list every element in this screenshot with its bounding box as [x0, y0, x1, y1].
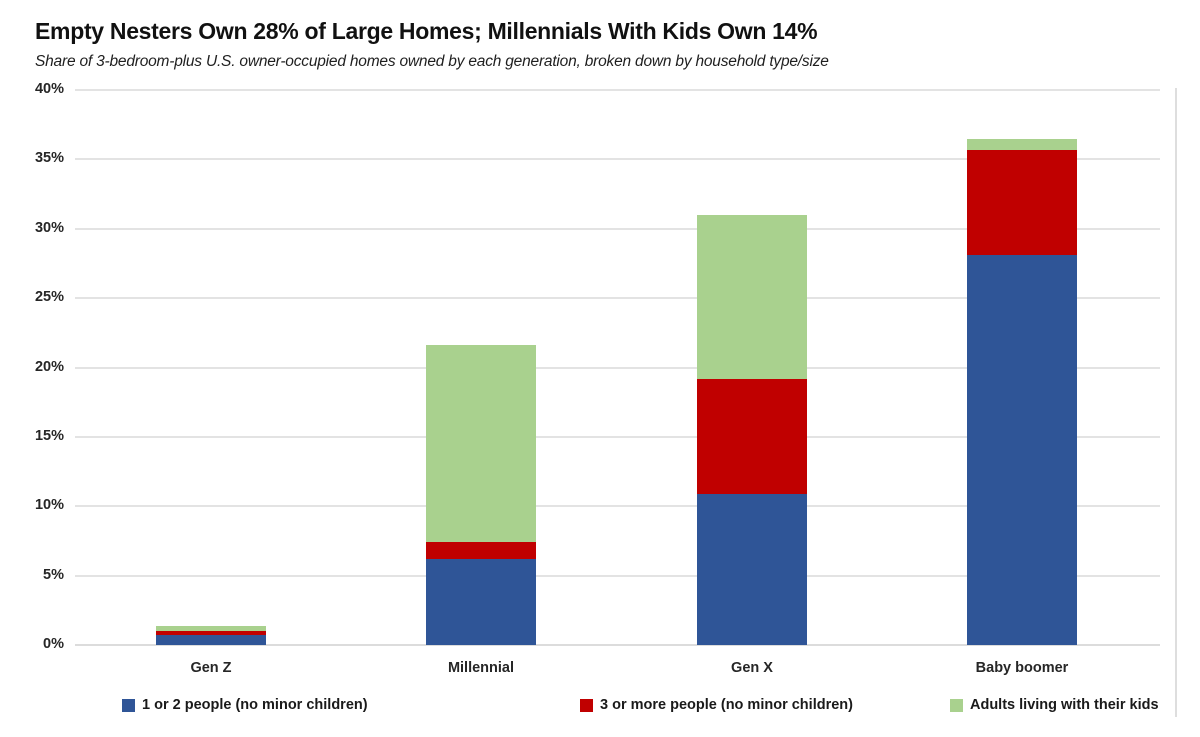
gridline: [75, 435, 1160, 438]
y-axis-tick-label: 10%: [34, 497, 64, 514]
legend-label: 3 or more people (no minor children): [600, 697, 853, 713]
bar-segment-1-2: [156, 631, 266, 636]
legend-item: 1 or 2 people (no minor children): [122, 697, 368, 713]
bar-segment-2-3: [426, 345, 536, 543]
x-axis-category-label: Baby boomer: [975, 660, 1069, 676]
legend-label: Adults living with their kids: [970, 697, 1159, 713]
gridline: [75, 227, 1160, 230]
y-axis-tick-label: 30%: [34, 219, 64, 236]
legend-label: 1 or 2 people (no minor children): [142, 697, 368, 713]
bar-segment-1-1: [156, 635, 266, 645]
bar-segment-2-2: [426, 542, 536, 559]
x-axis-category-label: Millennial: [447, 660, 515, 676]
y-axis-tick-label: 25%: [34, 289, 64, 306]
bar-segment-3-3: [697, 214, 807, 379]
y-axis-tick-label: 5%: [43, 566, 64, 583]
bar-segment-4-3: [967, 138, 1077, 150]
legend-item: 3 or more people (no minor children): [580, 697, 853, 713]
legend-swatch: [122, 698, 135, 712]
gridline: [75, 297, 1160, 300]
x-axis-category-label: Gen X: [731, 660, 773, 676]
chart-subtitle: Share of 3-bedroom-plus U.S. owner-occup…: [35, 53, 829, 70]
bar-segment-2-1: [426, 558, 536, 645]
y-axis-tick-label: 35%: [34, 150, 64, 167]
gridline: [75, 505, 1160, 508]
bar-segment-3-1: [697, 493, 807, 645]
plot-right-border: [1175, 88, 1177, 717]
gridline: [75, 158, 1160, 161]
bar-segment-3-2: [697, 378, 807, 494]
y-axis-tick-label: 15%: [34, 427, 64, 444]
gridline: [75, 644, 1160, 646]
gridline: [75, 574, 1160, 577]
legend-swatch: [580, 698, 593, 712]
bar-segment-1-3: [156, 625, 266, 632]
y-axis-tick-label: 20%: [34, 358, 64, 375]
gridline: [75, 366, 1160, 369]
chart-title: Empty Nesters Own 28% of Large Homes; Mi…: [35, 18, 818, 44]
bar-segment-4-1: [967, 255, 1077, 645]
gridline: [75, 89, 1160, 91]
x-axis-category-label: Gen Z: [190, 660, 232, 676]
y-axis-tick-label: 0%: [43, 636, 64, 652]
legend-item: Adults living with their kids: [950, 697, 1159, 713]
legend-swatch: [950, 698, 963, 712]
y-axis-tick-label: 40%: [34, 81, 64, 97]
bar-segment-4-2: [967, 149, 1077, 256]
